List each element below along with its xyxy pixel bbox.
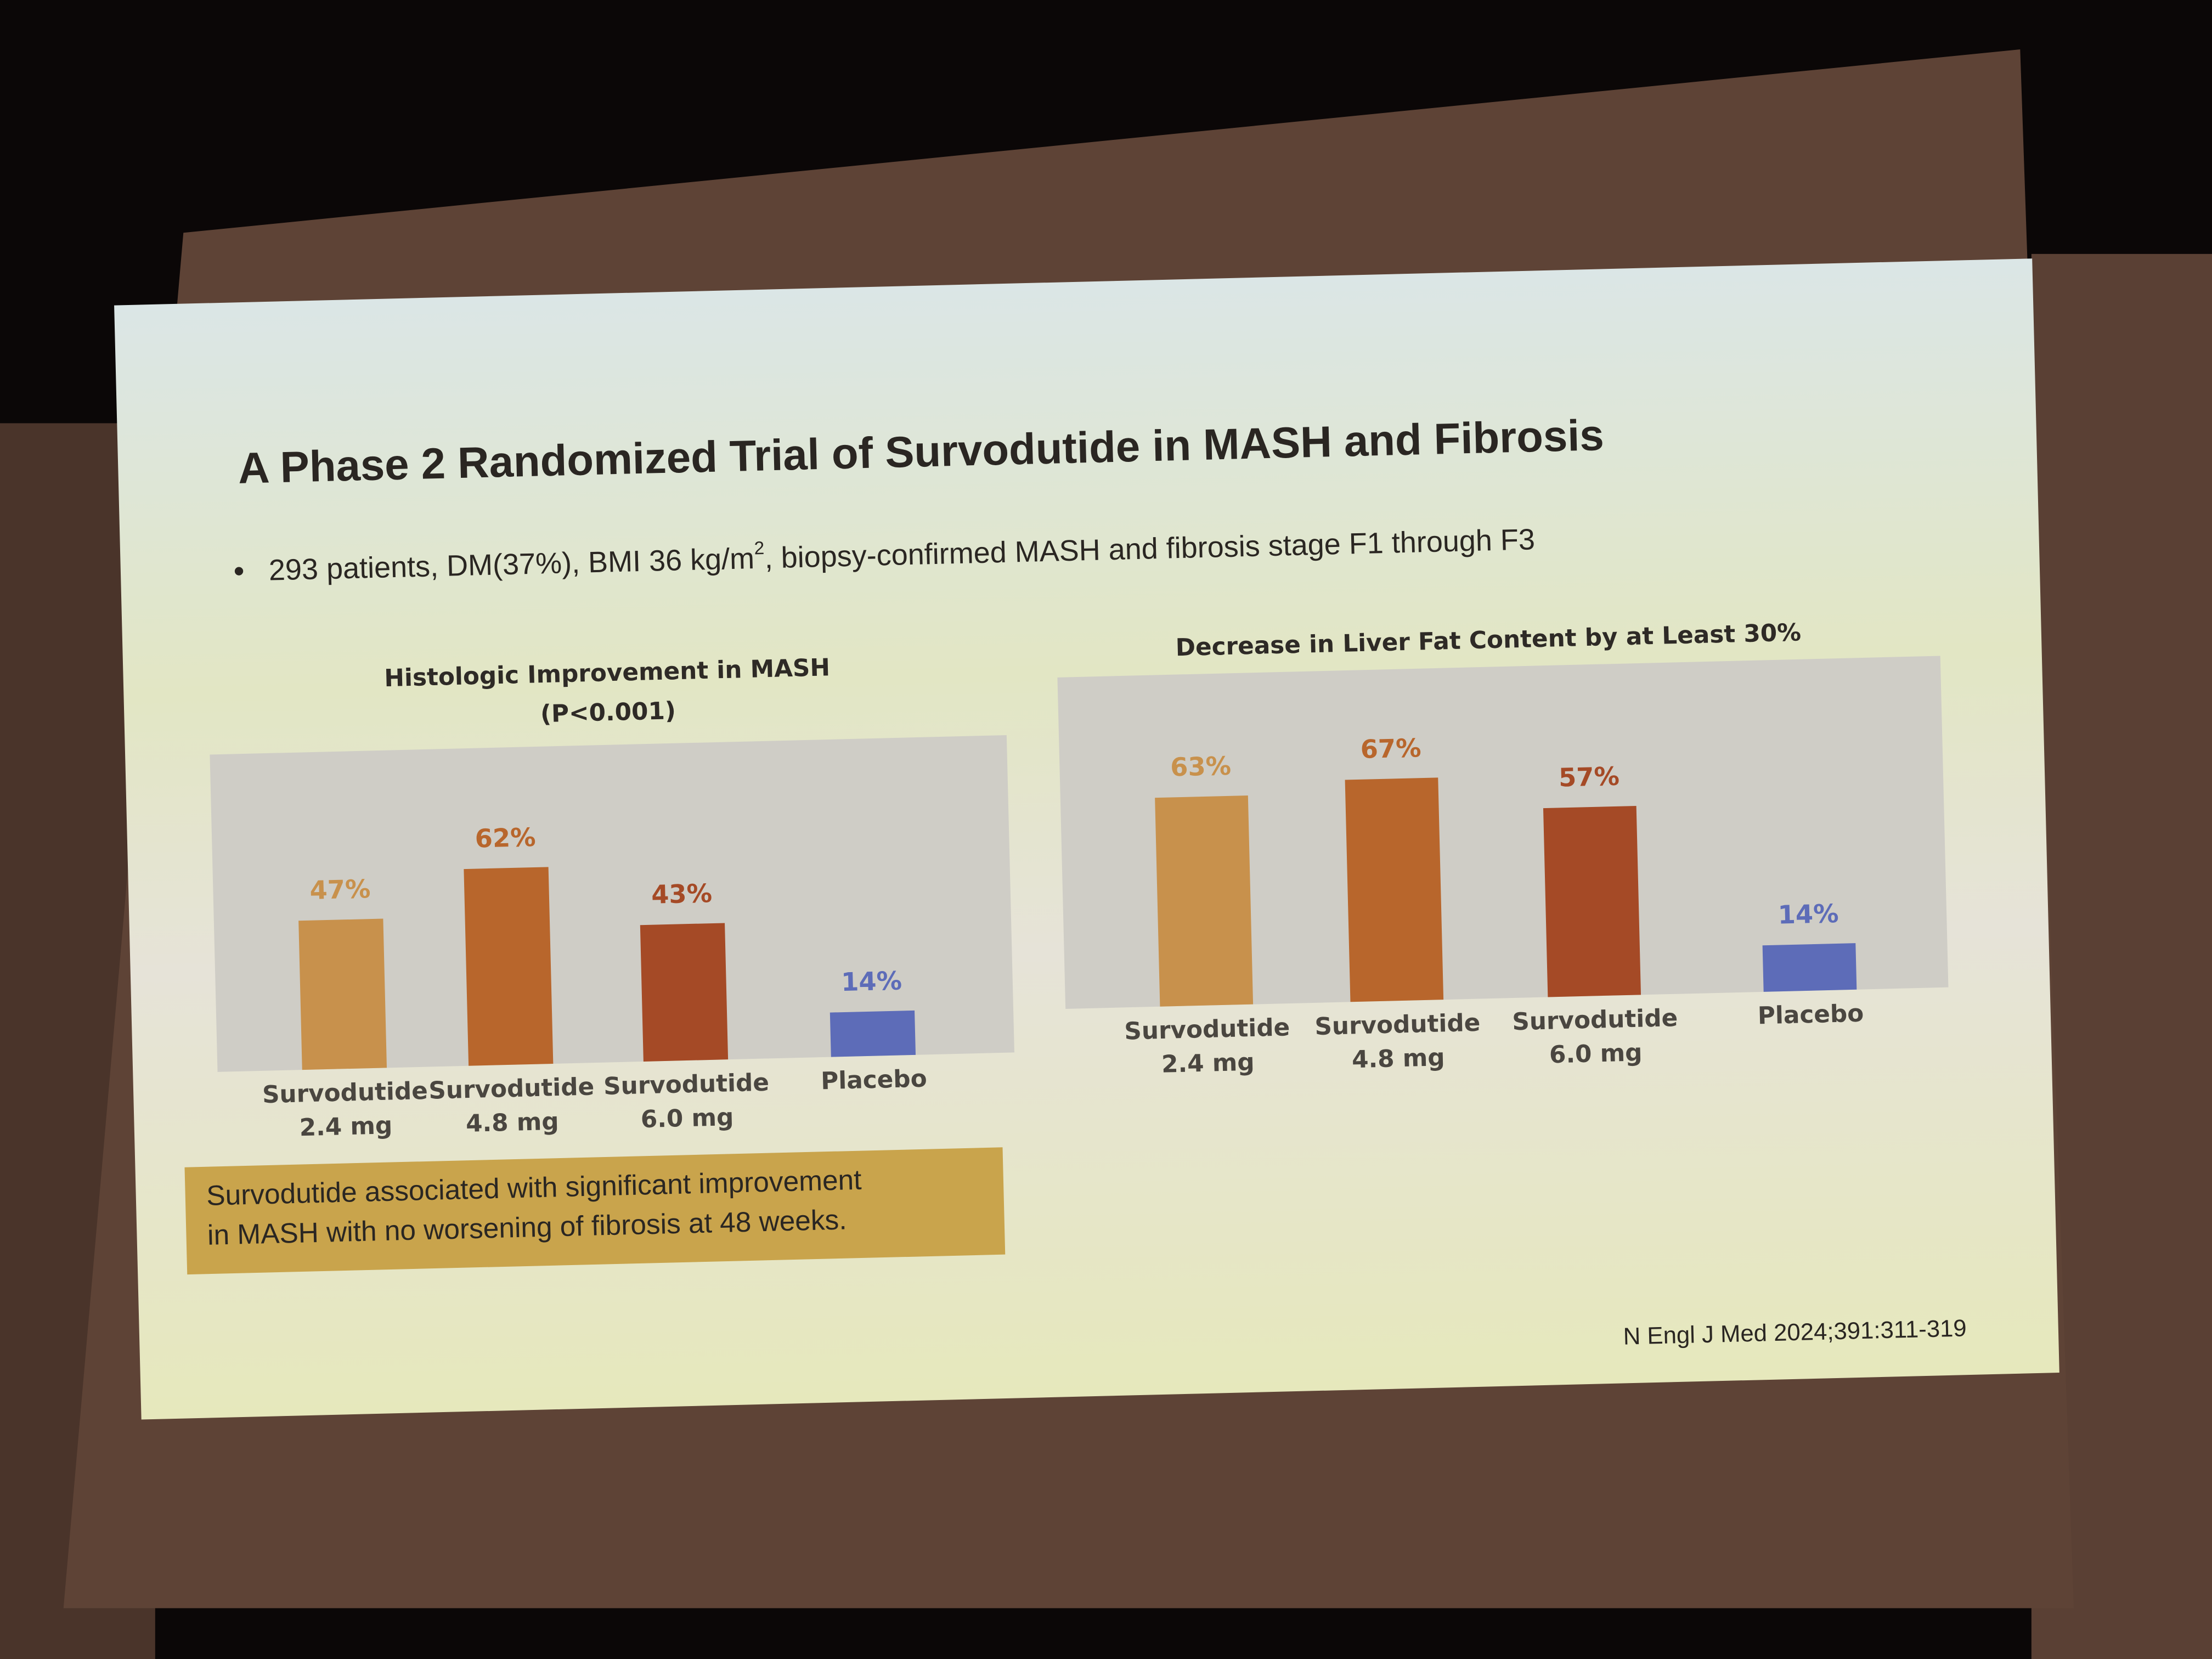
x-tick-label: Survodutide <box>1124 1013 1290 1045</box>
value-label: 57% <box>1558 761 1620 793</box>
value-label: 63% <box>1170 751 1232 782</box>
x-tick-label: 6.0 mg <box>1549 1039 1643 1069</box>
bullet-sup: 2 <box>754 538 764 558</box>
x-tick-label: 6.0 mg <box>640 1103 734 1133</box>
bar <box>640 923 729 1062</box>
bar <box>1345 777 1444 1002</box>
x-tick-label: Placebo <box>1757 1000 1864 1030</box>
value-label: 62% <box>475 822 536 854</box>
bar <box>1543 805 1641 997</box>
bar <box>298 918 387 1070</box>
x-tick-label: 4.8 mg <box>1352 1043 1446 1074</box>
x-tick-label: Placebo <box>821 1065 928 1096</box>
value-label: 14% <box>841 966 902 997</box>
bar <box>464 867 554 1066</box>
chart-subtitle: (P<0.001) <box>540 697 676 728</box>
plot-area <box>1057 656 1949 1009</box>
x-tick-label: 2.4 mg <box>299 1111 393 1142</box>
x-tick-label: Survodutide <box>428 1073 595 1104</box>
x-tick-label: 2.4 mg <box>1161 1048 1255 1079</box>
value-label: 67% <box>1360 733 1421 764</box>
value-label: 43% <box>651 878 713 910</box>
x-tick-label: 4.8 mg <box>465 1108 559 1138</box>
bullet-dot: • <box>233 554 245 588</box>
x-tick-label: Survodutide <box>1512 1004 1678 1036</box>
bar <box>830 1010 916 1057</box>
charts: Histologic Improvement in MASH(P<0.001)4… <box>210 618 1949 1142</box>
bar <box>1155 795 1254 1007</box>
note-box <box>184 1147 1006 1275</box>
value-label: 14% <box>1778 899 1839 930</box>
x-tick-label: Survodutide <box>262 1077 428 1109</box>
plot-area <box>210 735 1014 1072</box>
x-tick-label: Survodutide <box>1314 1009 1481 1041</box>
value-label: 47% <box>309 874 371 905</box>
x-tick-label: Survodutide <box>603 1069 770 1101</box>
slide: A Phase 2 Randomized Trial of Survodutid… <box>114 258 2059 1420</box>
bar <box>1762 943 1857 992</box>
